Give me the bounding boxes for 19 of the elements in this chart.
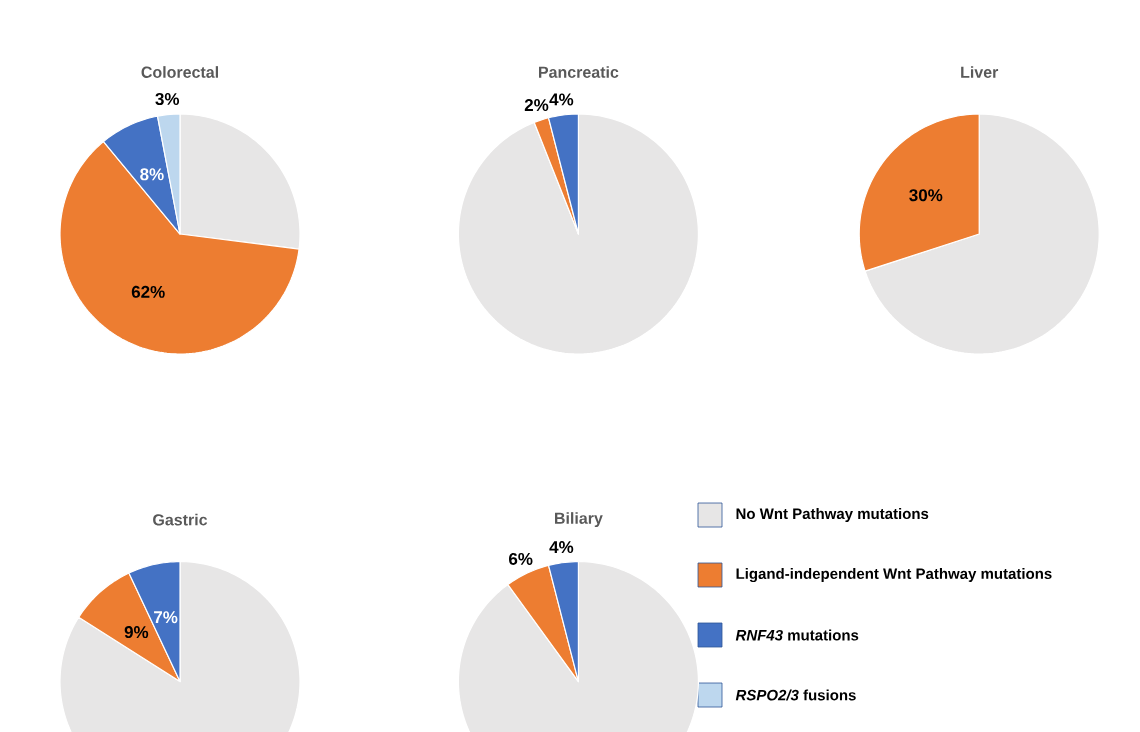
legend-label: RNF43 mutations [735,629,859,641]
chart-title: Liver [961,66,999,78]
data-label: 2% [524,99,549,112]
data-label: 8% [140,168,164,181]
legend-label: No Wnt Pathway mutations [736,508,929,522]
chart-title: Colorectal [141,66,218,78]
data-label: 3% [155,92,180,106]
data-label: 6% [509,552,533,565]
chart-title: Pancreatic [539,66,619,78]
data-label: 7% [154,611,178,624]
legend-label: RSPO2/3 fusions [735,689,856,701]
chart-title: Gastric [153,513,208,526]
data-label: 9% [124,626,149,639]
data-label: 62% [131,285,165,298]
legend-label: Ligand-independent Wnt Pathway mutations [736,567,1052,583]
chart-title: Biliary [555,512,603,528]
data-label: 4% [549,93,574,106]
data-label: 30% [909,189,943,202]
data-label: 4% [549,541,574,554]
